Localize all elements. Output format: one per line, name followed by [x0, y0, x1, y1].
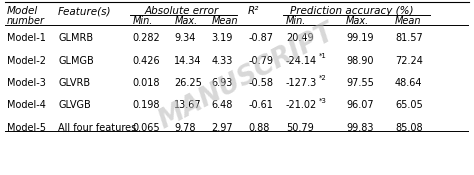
Text: 85.08: 85.08 — [395, 123, 422, 133]
Text: -127.3: -127.3 — [286, 78, 317, 88]
Text: Prediction accuracy (%): Prediction accuracy (%) — [290, 6, 414, 16]
Text: Model-4: Model-4 — [7, 100, 46, 110]
Text: *3: *3 — [319, 98, 327, 104]
Text: 0.065: 0.065 — [132, 123, 160, 133]
Text: Feature(s): Feature(s) — [58, 6, 112, 16]
Text: 6.93: 6.93 — [211, 78, 233, 88]
Text: 81.57: 81.57 — [395, 33, 423, 43]
Text: Model: Model — [7, 6, 38, 16]
Text: 2.97: 2.97 — [211, 123, 233, 133]
Text: Max.: Max. — [174, 16, 198, 26]
Text: 20.49: 20.49 — [286, 33, 313, 43]
Text: All four features: All four features — [58, 123, 137, 133]
Text: Model-5: Model-5 — [7, 123, 46, 133]
Text: 72.24: 72.24 — [395, 56, 423, 66]
Text: 9.78: 9.78 — [174, 123, 196, 133]
Text: Absolute error: Absolute error — [144, 6, 219, 16]
Text: -21.02: -21.02 — [286, 100, 317, 110]
Text: Model-3: Model-3 — [7, 78, 46, 88]
Text: Max.: Max. — [346, 16, 369, 26]
Text: GLVRB: GLVRB — [58, 78, 90, 88]
Text: -0.87: -0.87 — [248, 33, 273, 43]
Text: 6.48: 6.48 — [211, 100, 233, 110]
Text: 0.426: 0.426 — [132, 56, 160, 66]
Text: R²: R² — [247, 6, 259, 16]
Text: *1: *1 — [319, 53, 327, 59]
Text: 14.34: 14.34 — [174, 56, 202, 66]
Text: 99.19: 99.19 — [346, 33, 374, 43]
Text: number: number — [7, 16, 45, 26]
Text: 0.198: 0.198 — [132, 100, 160, 110]
Text: 3.19: 3.19 — [211, 33, 233, 43]
Text: 0.018: 0.018 — [132, 78, 160, 88]
Text: -0.58: -0.58 — [248, 78, 273, 88]
Text: 4.33: 4.33 — [211, 56, 233, 66]
Text: Mean: Mean — [211, 16, 238, 26]
Text: 50.79: 50.79 — [286, 123, 313, 133]
Text: GLVGB: GLVGB — [58, 100, 91, 110]
Text: Min.: Min. — [132, 16, 153, 26]
Text: 65.05: 65.05 — [395, 100, 423, 110]
Text: 48.64: 48.64 — [395, 78, 422, 88]
Text: 9.34: 9.34 — [174, 33, 196, 43]
Text: 0.88: 0.88 — [248, 123, 270, 133]
Text: MANUSCRIPT: MANUSCRIPT — [154, 20, 339, 135]
Text: -0.61: -0.61 — [248, 100, 273, 110]
Text: 26.25: 26.25 — [174, 78, 202, 88]
Text: -24.14: -24.14 — [286, 56, 317, 66]
Text: Model-1: Model-1 — [7, 33, 46, 43]
Text: Mean: Mean — [395, 16, 421, 26]
Text: GLMGB: GLMGB — [58, 56, 94, 66]
Text: 0.282: 0.282 — [132, 33, 160, 43]
Text: 97.55: 97.55 — [346, 78, 374, 88]
Text: *2: *2 — [319, 75, 327, 82]
Text: 99.83: 99.83 — [346, 123, 374, 133]
Text: 96.07: 96.07 — [346, 100, 374, 110]
Text: 13.67: 13.67 — [174, 100, 202, 110]
Text: -0.79: -0.79 — [248, 56, 273, 66]
Text: Model-2: Model-2 — [7, 56, 46, 66]
Text: Min.: Min. — [286, 16, 306, 26]
Text: GLMRB: GLMRB — [58, 33, 93, 43]
Text: 98.90: 98.90 — [346, 56, 374, 66]
